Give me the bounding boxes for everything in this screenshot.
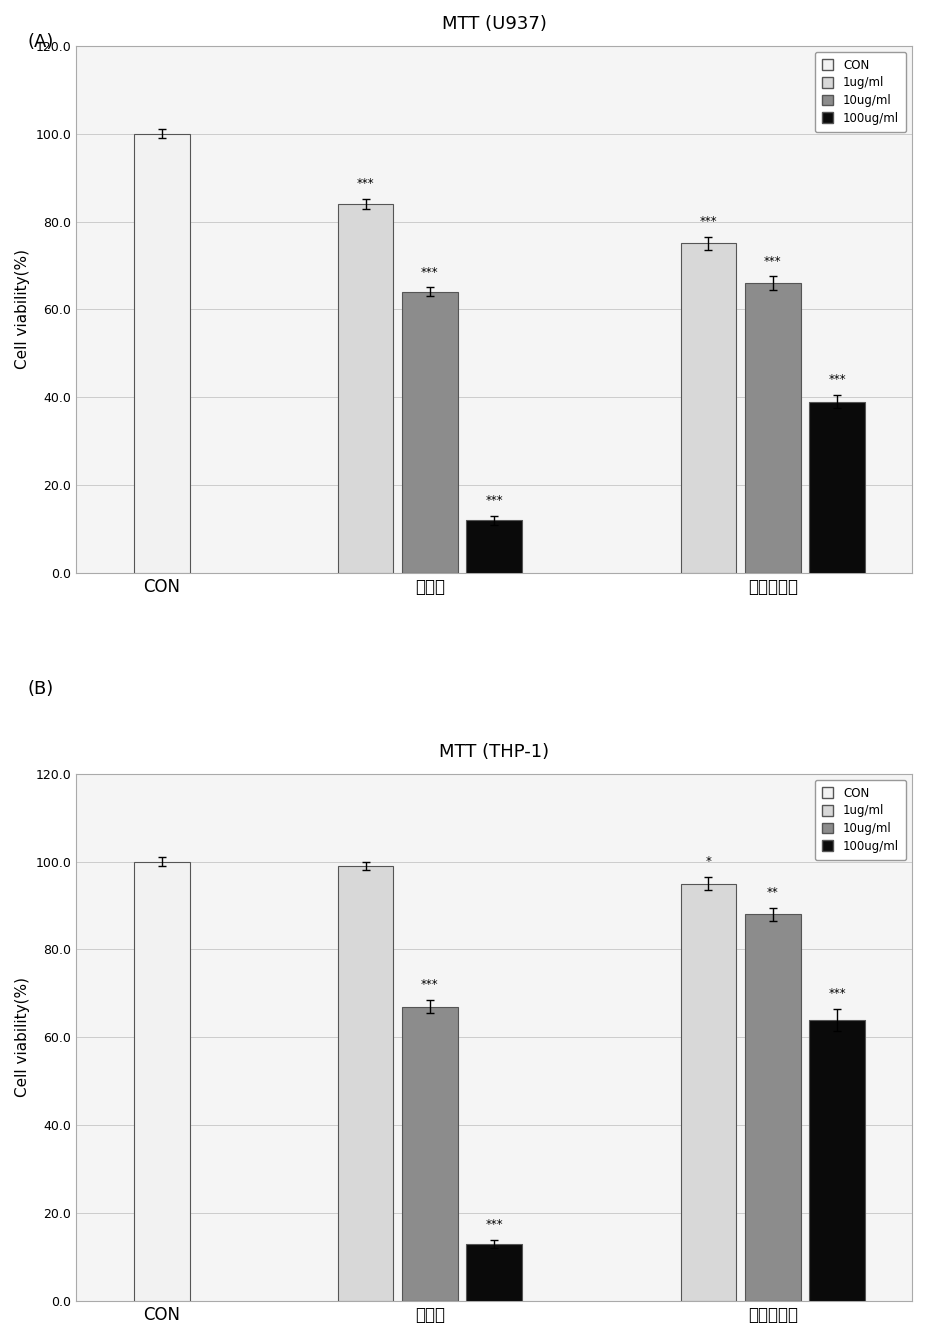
Bar: [809, 1020, 865, 1302]
Y-axis label: Cell viability(%): Cell viability(%): [15, 249, 30, 370]
Bar: [134, 134, 190, 573]
Bar: [745, 283, 801, 573]
Text: ***: ***: [828, 374, 845, 387]
Text: ***: ***: [486, 494, 503, 507]
Bar: [809, 402, 865, 573]
Text: ***: ***: [828, 987, 845, 1000]
Bar: [402, 1007, 458, 1302]
Text: (B): (B): [28, 680, 54, 698]
Bar: [134, 861, 190, 1302]
Legend: CON, 1ug/ml, 10ug/ml, 100ug/ml: CON, 1ug/ml, 10ug/ml, 100ug/ml: [815, 779, 906, 860]
Bar: [745, 915, 801, 1302]
Legend: CON, 1ug/ml, 10ug/ml, 100ug/ml: CON, 1ug/ml, 10ug/ml, 100ug/ml: [815, 52, 906, 133]
Title: MTT (THP-1): MTT (THP-1): [439, 743, 549, 761]
Text: *: *: [705, 856, 711, 868]
Text: ***: ***: [700, 216, 717, 228]
Text: ***: ***: [764, 254, 781, 268]
Bar: [337, 866, 393, 1302]
Title: MTT (U937): MTT (U937): [441, 15, 547, 33]
Text: ***: ***: [357, 177, 375, 190]
Bar: [680, 244, 736, 573]
Text: **: **: [767, 886, 779, 898]
Bar: [466, 1244, 522, 1302]
Bar: [402, 292, 458, 573]
Text: ***: ***: [421, 265, 438, 279]
Bar: [466, 521, 522, 573]
Bar: [680, 884, 736, 1302]
Bar: [337, 204, 393, 573]
Text: ***: ***: [486, 1217, 503, 1231]
Text: (A): (A): [28, 33, 54, 51]
Y-axis label: Cell viability(%): Cell viability(%): [15, 977, 30, 1098]
Text: ***: ***: [421, 979, 438, 991]
